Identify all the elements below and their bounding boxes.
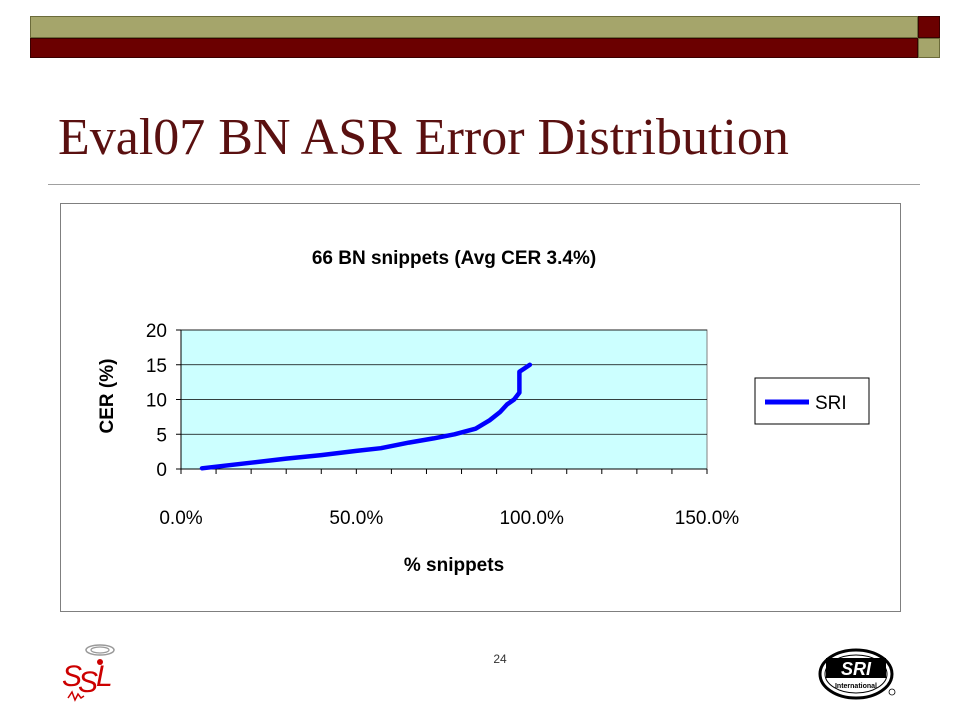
x-tick-label: 150.0%: [675, 508, 740, 529]
corner-block-olive: [918, 38, 940, 58]
ssl-logo: S S L: [60, 642, 130, 709]
svg-text:S: S: [62, 660, 82, 693]
y-tick-label: 15: [146, 356, 167, 377]
x-axis-label: % snippets: [404, 555, 504, 576]
y-axis-label: CER (%): [97, 359, 118, 434]
sri-logo-mark: SRI International: [818, 648, 896, 700]
legend: SRI: [754, 377, 870, 425]
chart-frame: 66 BN snippets (Avg CER 3.4%) 0 5 10 15 20 0…: [60, 203, 901, 612]
y-tick-label: 5: [156, 425, 167, 446]
corner-block-red: [918, 16, 940, 38]
header-bar-red: [30, 38, 918, 58]
series-line-sri: [199, 362, 533, 471]
x-tick-label: 0.0%: [159, 508, 202, 529]
y-tick-label: 10: [146, 391, 167, 412]
slide-title: Eval07 BN ASR Error Distribution: [58, 109, 789, 166]
header-bar-olive: [30, 16, 918, 38]
svg-text:SRI: SRI: [841, 659, 872, 679]
y-tick-label: 20: [146, 321, 167, 342]
line-chart: 66 BN snippets (Avg CER 3.4%) 0 5 10 15 20 0…: [97, 248, 870, 576]
ssl-logo-mark: S S L: [62, 644, 115, 702]
y-tick-label: 0: [156, 460, 167, 481]
chart-title: 66 BN snippets (Avg CER 3.4%): [312, 248, 596, 269]
x-tick-label: 50.0%: [329, 508, 383, 529]
sri-international-logo: SRI International: [818, 648, 898, 707]
svg-text:L: L: [96, 660, 113, 693]
svg-text:International: International: [835, 683, 877, 690]
svg-text:S: S: [78, 666, 98, 699]
page-number: 24: [493, 652, 507, 666]
x-tick-label: 100.0%: [499, 508, 564, 529]
title-divider: [48, 184, 920, 185]
legend-label-sri: SRI: [815, 393, 847, 414]
